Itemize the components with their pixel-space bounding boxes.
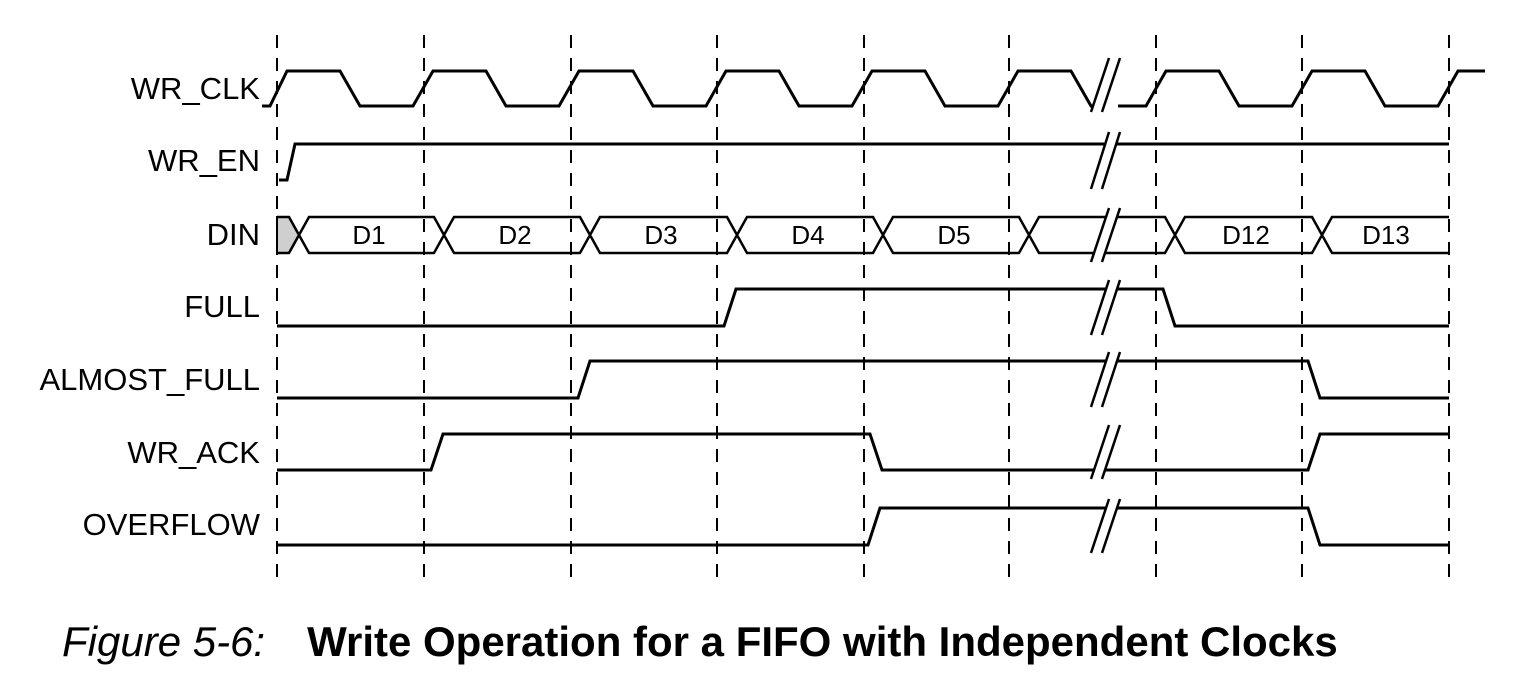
clock-edge-gridlines (276, 35, 1450, 585)
time-break-marker (1089, 424, 1122, 480)
time-break-marker (1089, 57, 1122, 113)
signal-label-wr-ack: WR_ACK (127, 435, 260, 470)
almost-full-waveform (277, 359, 1449, 400)
signal-label-almost-full: ALMOST_FULL (39, 362, 260, 397)
din-value-label: D12 (1222, 220, 1270, 250)
time-break-marker (1089, 498, 1122, 554)
din-value-label: D5 (937, 220, 970, 250)
signal-label-wr-clk: WR_CLK (131, 71, 261, 106)
din-value-label: D13 (1362, 220, 1410, 250)
timing-diagram: WR_CLK WR_EN DIN FULL ALMOST_FULL WR_ACK… (39, 35, 1485, 585)
overflow-waveform (277, 506, 1449, 547)
din-bus-outline (277, 215, 1449, 255)
wr-en-waveform (279, 142, 1449, 182)
wr-ack-waveform (277, 432, 1449, 472)
figure-number: Figure 5-6: (62, 618, 266, 665)
din-value-label: D3 (644, 220, 677, 250)
din-undefined-region (276, 216, 301, 254)
signal-labels: WR_CLK WR_EN DIN FULL ALMOST_FULL WR_ACK… (39, 71, 260, 542)
time-break-marker (1089, 131, 1122, 190)
figure-title: Write Operation for a FIFO with Independ… (307, 618, 1338, 665)
time-break-marker (1089, 207, 1122, 263)
signal-label-din: DIN (207, 217, 260, 252)
signal-label-wr-en: WR_EN (148, 143, 260, 178)
din-waveform: D1 D2 D3 D4 D5 D12 D13 (276, 215, 1449, 255)
time-break-marker (1089, 279, 1122, 336)
din-value-label: D2 (498, 220, 531, 250)
time-break-markers (1089, 57, 1122, 554)
din-value-label: D1 (352, 220, 385, 250)
full-waveform (277, 287, 1449, 328)
figure-caption: Figure 5-6: Write Operation for a FIFO wi… (62, 618, 1482, 666)
din-value-label: D4 (791, 220, 824, 250)
signal-label-overflow: OVERFLOW (83, 507, 261, 542)
signal-label-full: FULL (184, 289, 260, 324)
time-break-marker (1089, 351, 1122, 408)
wr-clk-waveform (262, 69, 1485, 108)
